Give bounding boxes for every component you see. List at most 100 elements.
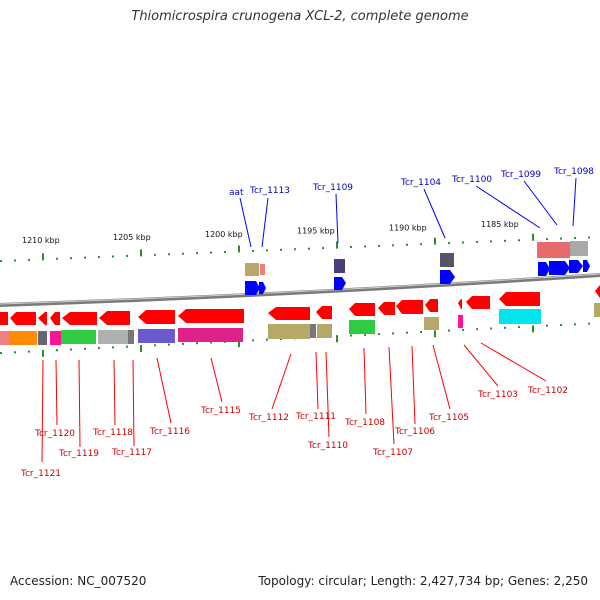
gene-arrow	[245, 281, 260, 295]
leader-line	[480, 342, 547, 382]
leader-line	[156, 357, 172, 424]
scale-tick	[182, 342, 184, 345]
feature-block	[38, 331, 47, 345]
feature-block	[10, 331, 37, 345]
leader-line	[113, 359, 116, 426]
scale-label: 1185 kbp	[481, 220, 519, 229]
scale-tick	[560, 324, 562, 326]
scale-tick	[476, 240, 478, 243]
scale-tick	[224, 251, 226, 254]
feature-block	[260, 264, 265, 275]
scale-tick	[504, 326, 506, 329]
leader-line	[363, 347, 367, 415]
gene-arrow	[334, 277, 346, 290]
gene-label: Tcr_1118	[92, 428, 133, 438]
leader-line	[572, 177, 577, 227]
scale-tick	[140, 345, 142, 352]
scale-tick	[560, 237, 562, 240]
gene-label: Tcr_1100	[451, 175, 492, 185]
gene-arrow	[549, 261, 570, 275]
genome-backbone-highlight	[0, 273, 600, 305]
gene-label: Tcr_1110	[307, 441, 348, 451]
scale-tick	[434, 330, 436, 338]
bottom-strand-features	[0, 292, 600, 345]
gene-arrow	[440, 270, 455, 284]
feature-block	[594, 303, 600, 317]
leader-line	[523, 180, 558, 226]
scale-tick	[266, 338, 268, 341]
leader-line	[315, 351, 319, 410]
scale-tick	[462, 328, 464, 331]
scale-tick	[322, 247, 324, 250]
gene-arrow	[50, 312, 60, 325]
gene-arrow	[138, 310, 175, 324]
scale-tick	[518, 239, 520, 242]
scale-tick	[98, 347, 100, 350]
scale-tick	[56, 349, 58, 352]
gene-arrow	[569, 260, 583, 273]
gene-label: Tcr_1108	[344, 418, 385, 428]
scale-tick	[210, 341, 212, 344]
scale-tick	[196, 342, 198, 345]
feature-block	[61, 330, 96, 344]
scale-tick	[518, 326, 520, 329]
top-strand-features	[245, 241, 600, 298]
gene-arrow	[425, 299, 438, 312]
top-label-leaders	[239, 177, 577, 248]
scale-label: 1190 kbp	[389, 223, 427, 232]
bottom-labels: Tcr_1121 Tcr_1120 Tcr_1119 Tcr_1118 Tcr_…	[20, 386, 568, 479]
feature-block	[537, 242, 570, 258]
scale-tick	[14, 259, 16, 262]
gene-label: Tcr_1120	[34, 429, 75, 439]
scale-tick	[406, 243, 408, 246]
scale-tick	[238, 340, 240, 348]
scale-tick	[490, 240, 492, 243]
top-labels: aat Tcr_1113 Tcr_1109 Tcr_1104 Tcr_1100 …	[229, 167, 594, 198]
feature-block	[98, 330, 128, 344]
scale-tick	[364, 245, 366, 248]
gene-label: Tcr_1117	[111, 448, 152, 458]
feature-block	[424, 317, 439, 330]
scale-tick	[294, 248, 296, 251]
accession-text: Accession: NC_007520	[10, 574, 147, 588]
scale-tick	[574, 323, 576, 326]
gene-label: Tcr_1105	[428, 413, 469, 423]
map-title: Thiomicrospira crunogena XCL-2, complete…	[131, 9, 469, 24]
gene-arrow	[0, 312, 8, 325]
leader-line	[261, 197, 269, 248]
scale-tick	[546, 324, 548, 327]
gene-label: Tcr_1099	[500, 170, 541, 180]
scale-tick	[308, 247, 310, 250]
scale-tick	[238, 245, 240, 253]
feature-block	[499, 309, 541, 324]
scale-tick	[420, 331, 422, 333]
gene-arrow	[396, 300, 423, 314]
scale-label: 1195 kbp	[297, 227, 335, 236]
scale-tick	[182, 252, 184, 255]
gene-label: Tcr_1121	[20, 469, 61, 479]
scale-tick	[392, 244, 394, 247]
feature-block	[349, 320, 375, 334]
gene-arrow	[268, 307, 310, 320]
scale-tick	[336, 335, 338, 343]
scale-tick	[84, 347, 86, 350]
leader-line	[475, 185, 541, 229]
scale-tick	[350, 246, 352, 248]
scale-tick	[0, 352, 2, 354]
scale-tick	[336, 241, 338, 249]
leader-line	[210, 357, 223, 403]
gene-label: Tcr_1112	[248, 413, 289, 423]
leader-line	[55, 359, 58, 426]
scale-tick	[588, 236, 590, 239]
scale-tick	[532, 233, 534, 241]
gene-arrow	[38, 312, 47, 325]
leader-line	[432, 344, 451, 410]
gene-arrow	[10, 312, 36, 325]
feature-block	[0, 331, 10, 345]
scale-tick	[252, 339, 254, 342]
scale-tick	[154, 253, 156, 256]
gene-arrow	[466, 296, 490, 309]
gene-arrow	[99, 311, 130, 325]
leader-line	[411, 345, 416, 425]
